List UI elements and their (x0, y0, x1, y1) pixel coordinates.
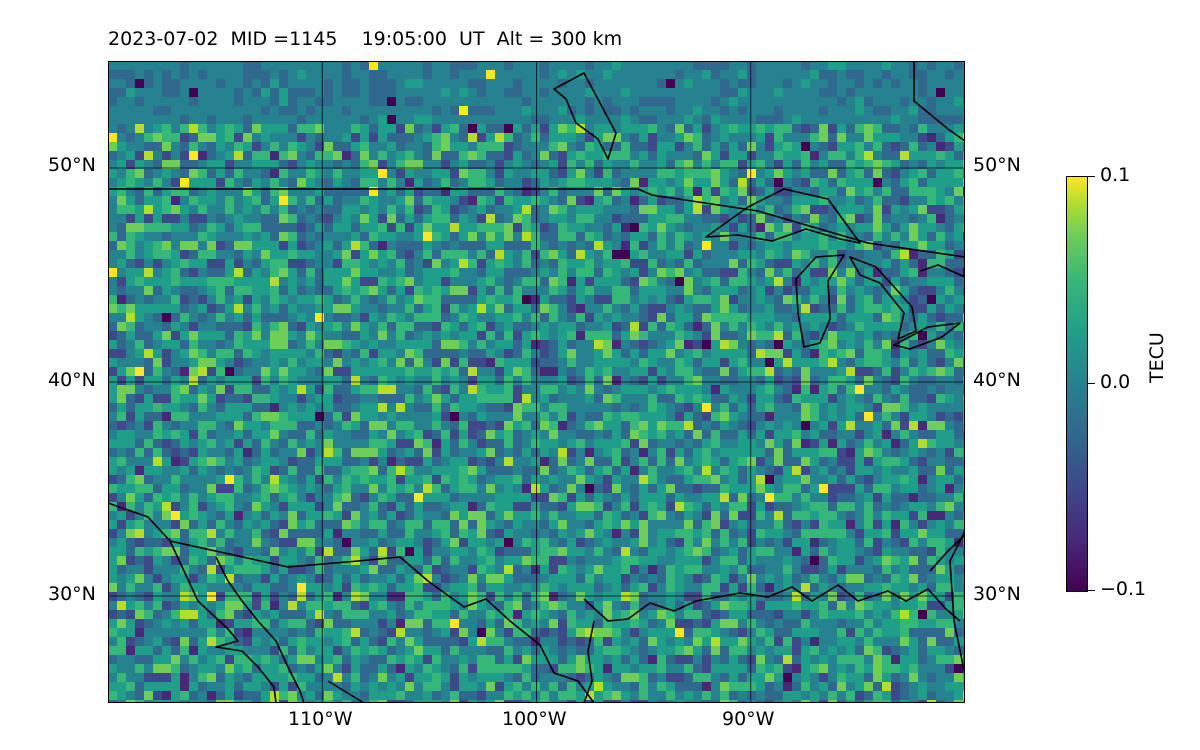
lat-label-50n-right: 50°N (973, 154, 1021, 176)
lon-label-90w: 90°W (722, 708, 775, 730)
lake-erie (893, 322, 961, 350)
us-canada-border (108, 188, 965, 258)
rio-grande-south (583, 620, 595, 703)
lake-ontario (919, 264, 965, 278)
colorbar (1066, 176, 1088, 592)
lat-label-30n-right: 30°N (973, 583, 1021, 605)
colorbar-label-max: 0.1 (1100, 164, 1131, 186)
florida-peninsula (949, 530, 965, 676)
tec-map (108, 61, 965, 703)
lake-michigan (795, 254, 845, 348)
lon-label-110w: 110°W (288, 708, 353, 730)
gulf-coast-west (583, 592, 741, 622)
colorbar-label-zero: 0.0 (1100, 371, 1131, 393)
lat-label-50n-left: 50°N (48, 154, 96, 176)
hudson-bay-coast (913, 61, 965, 142)
lake-winnipeg (553, 72, 617, 160)
mexico-border (169, 540, 595, 703)
map-canvas (108, 61, 965, 703)
colorbar-label-min: −0.1 (1100, 578, 1147, 600)
lon-label-100w: 100°W (502, 708, 567, 730)
tec-heatmap-cells (108, 61, 965, 703)
lat-label-30n-left: 30°N (48, 583, 96, 605)
florida-coast (929, 534, 965, 572)
lake-huron (849, 256, 917, 340)
baja-gulf-coast (108, 502, 277, 703)
lake-superior (705, 188, 861, 244)
sonora-coast (327, 680, 365, 703)
colorbar-tick-top (1088, 176, 1095, 177)
map-coastlines (108, 61, 965, 703)
baja-peninsula (215, 556, 305, 703)
lat-label-40n-left: 40°N (48, 369, 96, 391)
plot-title: 2023-07-02 MID =1145 19:05:00 UT Alt = 3… (108, 28, 623, 50)
gulf-coast (739, 584, 961, 622)
colorbar-unit: TECU (1146, 332, 1168, 383)
map-gridlines (108, 61, 965, 703)
lat-label-40n-right: 40°N (973, 369, 1021, 391)
colorbar-tick-bottom (1088, 590, 1095, 591)
colorbar-tick-middle (1088, 383, 1095, 384)
